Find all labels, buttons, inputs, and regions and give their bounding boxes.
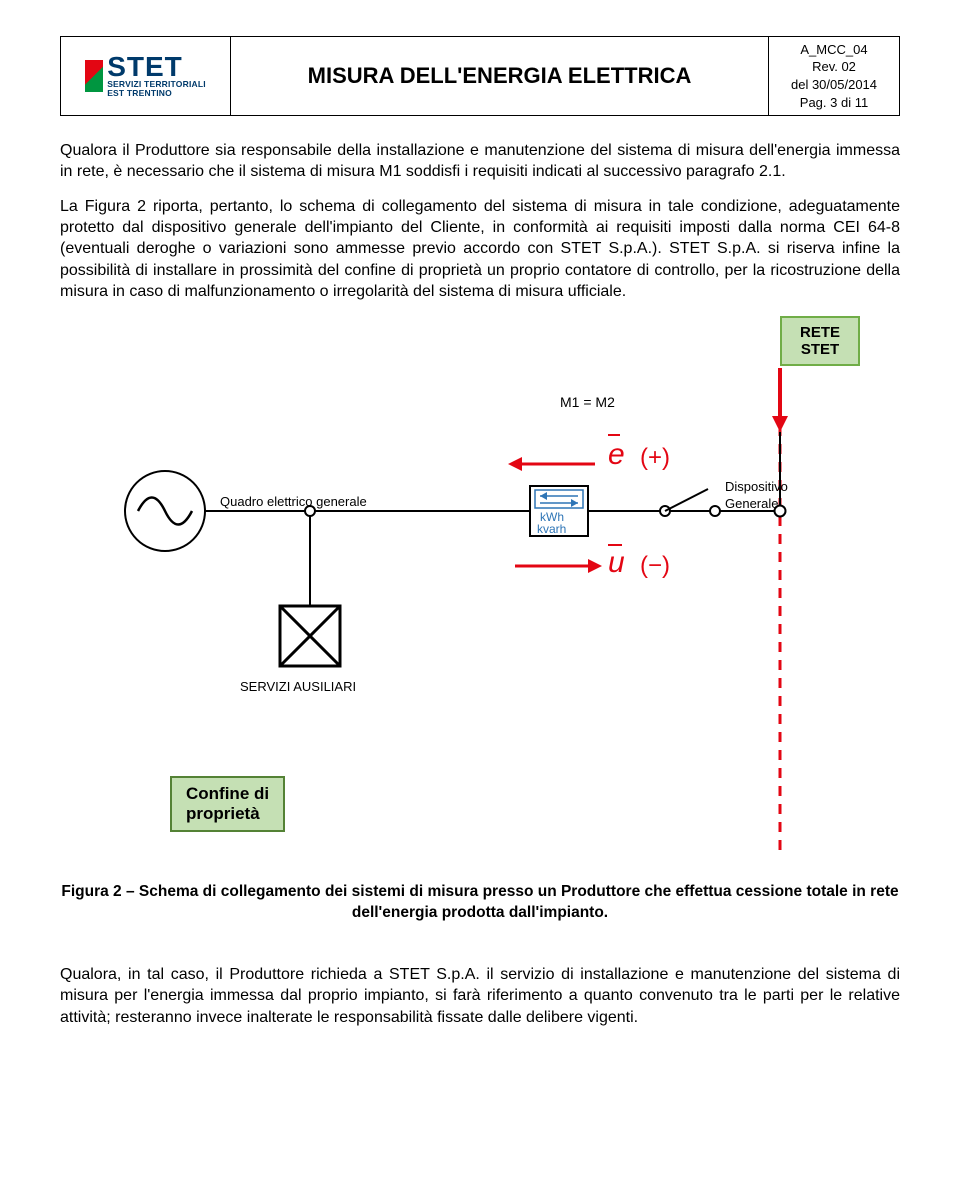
paragraph-1: Qualora il Produttore sia responsabile d… bbox=[60, 140, 900, 182]
document-header: STET SERVIZI TERRITORIALI EST TRENTINO M… bbox=[60, 36, 900, 116]
doc-id: A_MCC_04 bbox=[800, 41, 867, 59]
paragraph-3: Qualora, in tal caso, il Produttore rich… bbox=[60, 964, 900, 1029]
doc-date: del 30/05/2014 bbox=[791, 76, 877, 94]
dispositivo-label-1: Dispositivo bbox=[725, 479, 788, 494]
kvarh-label: kvarh bbox=[537, 522, 566, 536]
plus-label: (+) bbox=[640, 444, 670, 472]
doc-title: MISURA DELL'ENERGIA ELETTRICA bbox=[231, 37, 769, 115]
quadro-label: Quadro elettrico generale bbox=[220, 494, 367, 509]
u-label: u bbox=[608, 546, 625, 580]
doc-meta: A_MCC_04 Rev. 02 del 30/05/2014 Pag. 3 d… bbox=[769, 37, 899, 115]
doc-page: Pag. 3 di 11 bbox=[800, 94, 868, 112]
logo-sub2: EST TRENTINO bbox=[107, 89, 206, 98]
minus-label: (−) bbox=[640, 552, 670, 580]
e-bar-icon bbox=[608, 434, 620, 436]
paragraph-2: La Figura 2 riporta, pertanto, lo schema… bbox=[60, 196, 900, 302]
e-label: e bbox=[608, 438, 625, 472]
confine-label-1: Confine di bbox=[186, 784, 269, 804]
diagram-svg bbox=[60, 316, 900, 856]
doc-rev: Rev. 02 bbox=[812, 58, 856, 76]
dispositivo-label-2: Generale bbox=[725, 496, 778, 511]
servizi-label: SERVIZI AUSILIARI bbox=[240, 679, 356, 694]
confine-box: Confine di proprietà bbox=[170, 776, 285, 832]
figure-caption: Figura 2 – Schema di collegamento dei si… bbox=[60, 882, 900, 924]
rete-stet-box: RETE STET bbox=[780, 316, 860, 366]
logo-cell: STET SERVIZI TERRITORIALI EST TRENTINO bbox=[61, 37, 231, 115]
figure-2-diagram: RETE STET M1 = M2 Quadro elettrico gener… bbox=[60, 316, 900, 856]
rete-label-1: RETE bbox=[800, 324, 840, 341]
u-bar-icon bbox=[608, 544, 622, 546]
page: STET SERVIZI TERRITORIALI EST TRENTINO M… bbox=[0, 0, 960, 1078]
m1-m2-label: M1 = M2 bbox=[560, 394, 615, 410]
confine-label-2: proprietà bbox=[186, 804, 269, 824]
rete-label-2: STET bbox=[800, 341, 840, 358]
logo-icon bbox=[85, 60, 103, 92]
logo-text: STET SERVIZI TERRITORIALI EST TRENTINO bbox=[107, 54, 206, 97]
logo-main-text: STET bbox=[107, 54, 206, 79]
logo: STET SERVIZI TERRITORIALI EST TRENTINO bbox=[85, 54, 206, 97]
